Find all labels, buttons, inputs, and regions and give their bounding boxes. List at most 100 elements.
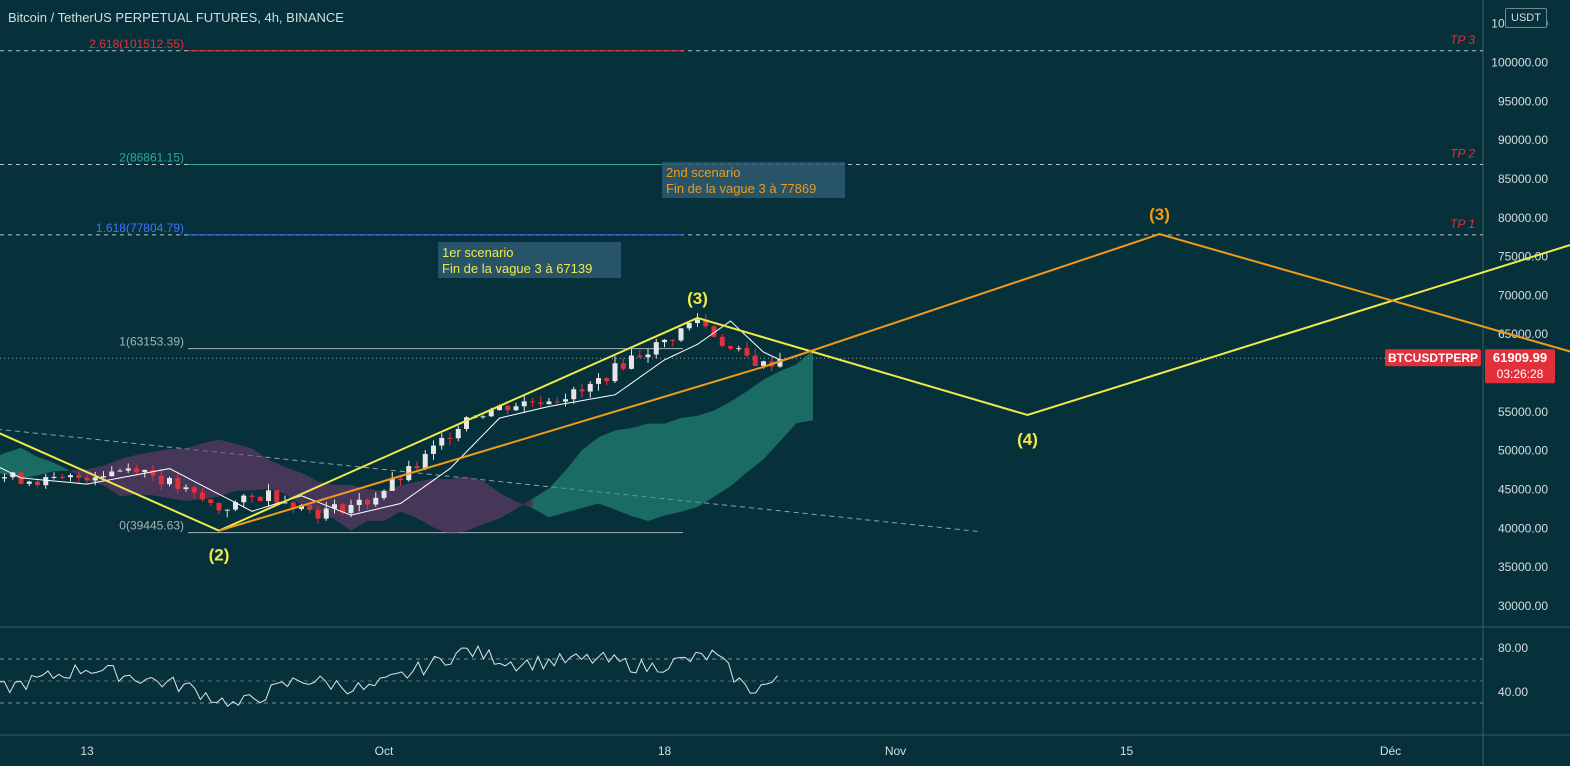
cloud-segment: [186, 443, 203, 501]
candle-body: [274, 490, 280, 503]
price-tick-label: 100000.00: [1491, 55, 1548, 69]
candle-body: [43, 477, 49, 486]
oscillator-tick-label: 40.00: [1498, 685, 1528, 699]
cloud-segment: [384, 485, 401, 521]
candle-body: [373, 497, 379, 505]
candle-body: [662, 339, 667, 343]
candle-body: [200, 492, 205, 500]
scenario-annotation-box: [662, 162, 845, 198]
candle-body: [719, 336, 725, 346]
cloud-segment: [648, 423, 665, 521]
fib-level-label: 1.618(77804.79): [96, 221, 184, 235]
candle-body: [398, 478, 403, 481]
candle-body: [711, 326, 717, 337]
candle-body: [365, 499, 370, 505]
time-tick-label: Oct: [375, 744, 394, 758]
cloud-segment: [4, 447, 21, 479]
price-tick-label: 45000.00: [1498, 483, 1548, 497]
candle-body: [653, 342, 659, 355]
time-tick-label: 13: [80, 744, 94, 758]
candle-body: [604, 378, 610, 382]
price-tick-label: 65000.00: [1498, 327, 1548, 341]
candle-body: [439, 437, 445, 446]
fib-level-label: 0(39445.63): [119, 519, 184, 533]
price-tick-label: 55000.00: [1498, 405, 1548, 419]
candle-body: [340, 504, 346, 514]
target-label: TP 3: [1450, 33, 1475, 47]
candle-body: [323, 508, 329, 519]
wave-label: (3): [1149, 205, 1170, 224]
cloud-segment: [37, 456, 54, 476]
time-tick-label: 18: [658, 744, 672, 758]
candle-body: [26, 481, 32, 484]
cloud-segment: [252, 448, 269, 491]
cloud-segment: [598, 430, 615, 510]
price-tick-label: 70000.00: [1498, 288, 1548, 302]
candle-body: [307, 504, 313, 510]
candle-body: [51, 476, 57, 478]
candle-body: [101, 476, 106, 478]
price-tick-label: 50000.00: [1498, 444, 1548, 458]
candle-body: [563, 399, 568, 402]
candle-body: [596, 378, 601, 384]
candle-body: [381, 490, 387, 498]
candle-body: [175, 477, 181, 490]
wave-label: (2): [209, 546, 230, 565]
cloud-segment: [730, 391, 747, 487]
candle-body: [59, 476, 65, 478]
currency-selector[interactable]: USDT: [1505, 8, 1547, 28]
candle-body: [637, 355, 643, 358]
cloud-segment: [697, 410, 714, 507]
candle-body: [447, 437, 453, 439]
oscillator-line: [0, 644, 778, 708]
cloud-segment: [268, 459, 285, 494]
time-tick-label: Nov: [885, 744, 906, 758]
candle-body: [10, 472, 16, 478]
candle-body: [464, 417, 469, 429]
candle-body: [224, 509, 230, 511]
symbol-badge: [1385, 349, 1481, 367]
candle-body: [315, 509, 321, 519]
cloud-segment: [780, 364, 797, 442]
target-label: TP 1: [1450, 217, 1475, 231]
candle-body: [455, 428, 461, 439]
candle-body: [299, 504, 304, 510]
price-tick-label: 85000.00: [1498, 172, 1548, 186]
candle-body: [142, 469, 148, 473]
candle-body: [629, 355, 634, 369]
cloud-segment: [466, 476, 483, 531]
candle-body: [777, 359, 783, 367]
candle-body: [497, 405, 502, 411]
cloud-segment: [681, 415, 698, 512]
target-label: TP 2: [1450, 147, 1475, 161]
scenario-annotation-box: [438, 242, 621, 278]
candle-body: [488, 410, 494, 417]
candle-body: [736, 348, 742, 350]
scenario-1-wave-path: [0, 244, 1570, 532]
cloud-segment: [219, 439, 236, 497]
time-tick-label: 15: [1120, 744, 1134, 758]
price-tick-label: 95000.00: [1498, 94, 1548, 108]
last-price-badge: [1485, 349, 1555, 384]
candle-countdown: 03:26:28: [1497, 367, 1544, 381]
candle-body: [249, 495, 255, 497]
candle-body: [348, 505, 354, 514]
cloud-segment: [318, 481, 335, 520]
cloud-segment: [202, 439, 219, 500]
price-tick-label: 90000.00: [1498, 133, 1548, 147]
descending-trendline: [0, 428, 979, 532]
candle-body: [241, 495, 247, 503]
candle-body: [356, 499, 362, 506]
candle-body: [579, 389, 585, 392]
candle-body: [538, 402, 544, 405]
scenario-annotation-text: Fin de la vague 3 à 67139: [442, 261, 592, 276]
candle-body: [35, 481, 40, 486]
scenario-annotation-title: 1er scenario: [442, 245, 514, 260]
cloud-segment: [0, 453, 5, 475]
cloud-segment: [615, 428, 632, 516]
candle-body: [530, 401, 535, 403]
cloud-segment: [483, 481, 500, 525]
time-tick-label: Déc: [1380, 744, 1401, 758]
candle-body: [92, 477, 98, 481]
